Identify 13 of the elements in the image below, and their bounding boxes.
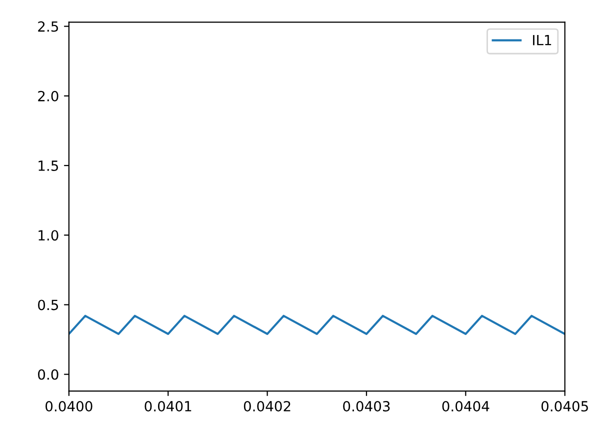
x-tick-label: 0.0405 [541,401,588,412]
x-tick-label: 0.0402 [244,401,290,412]
y-tick-label: 2.5 [38,21,58,32]
y-tick-label: 0.5 [38,300,58,310]
y-tick-label: 1.5 [38,160,58,171]
y-tick-label: 1.0 [38,230,58,241]
x-tick-label: 0.0401 [144,401,192,412]
y-tick-label: 0.0 [38,369,58,380]
x-tick-label: 0.0404 [442,401,490,412]
y-tick-label: 2.0 [38,90,58,102]
x-tick-label: 0.0403 [343,401,390,412]
x-tick-label: 0.0400 [46,401,92,412]
legend-label: IL1 [533,35,552,46]
